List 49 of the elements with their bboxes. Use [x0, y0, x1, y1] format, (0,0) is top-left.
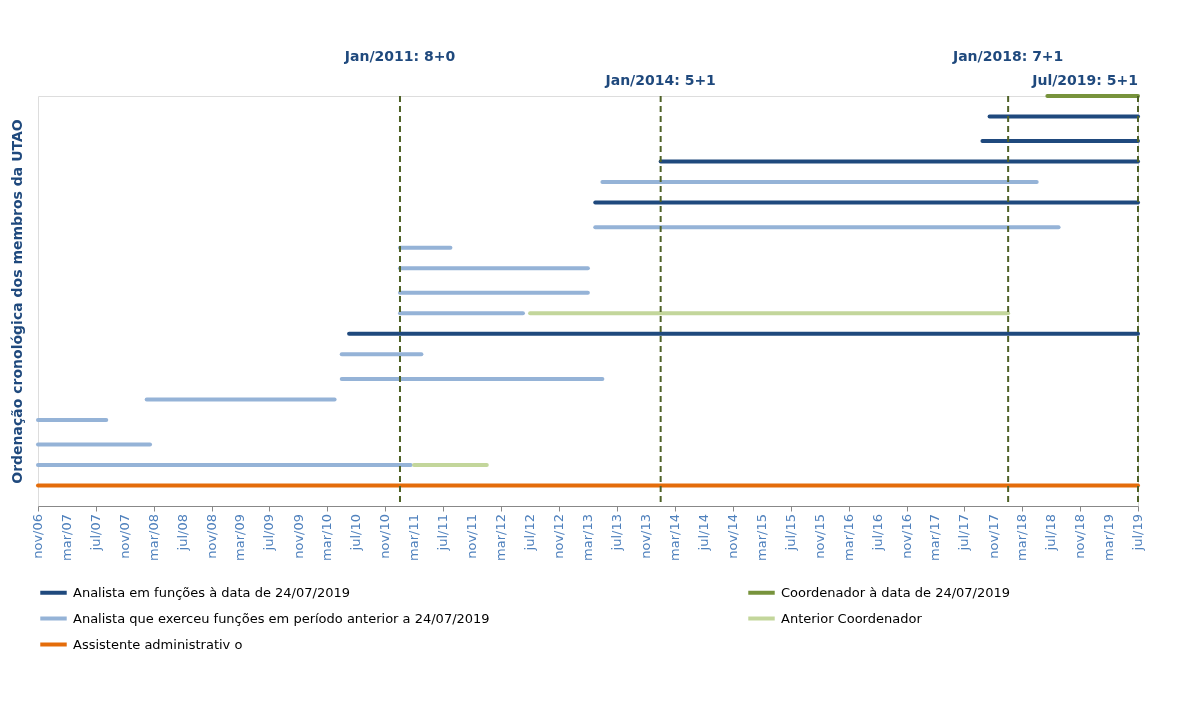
legend-label: Analista em funções à data de 24/07/2019 — [73, 584, 350, 600]
x-tick-label: mar/15 — [753, 514, 769, 561]
x-tick-label: mar/11 — [406, 514, 422, 561]
x-tick-label: nov/06 — [30, 514, 45, 559]
x-tick-label: nov/10 — [377, 514, 393, 559]
x-tick-label: jul/08 — [174, 514, 190, 552]
x-tick-label: mar/16 — [840, 514, 856, 561]
x-tick-label: jul/07 — [87, 514, 103, 552]
x-tick-label: jul/16 — [869, 514, 885, 552]
x-tick-label: jul/12 — [522, 514, 538, 552]
x-tick-label: jul/17 — [956, 514, 972, 552]
x-tick-label: jul/10 — [348, 514, 364, 552]
x-tick-label: jul/18 — [1043, 514, 1059, 552]
ref-line-label: Jan/2011: 8+0 — [343, 48, 456, 64]
x-tick-label: mar/10 — [319, 514, 335, 561]
x-tick-label: jul/14 — [695, 514, 711, 552]
x-tick-label: jul/19 — [1130, 514, 1145, 552]
legend-label: Assistente administrativ o — [73, 636, 243, 652]
x-tick-label: mar/12 — [493, 514, 509, 561]
x-tick-label: mar/17 — [927, 514, 943, 561]
x-tick-label: mar/07 — [58, 514, 74, 561]
legend-label: Anterior Coordenador — [781, 610, 923, 626]
x-tick-label: mar/19 — [1100, 514, 1116, 561]
x-tick-label: nov/08 — [203, 514, 219, 559]
x-tick-label: nov/17 — [985, 514, 1001, 559]
x-tick-label: jul/13 — [608, 514, 624, 552]
legend-label: Analista que exerceu funções em período anterior a 24/07/2019 — [73, 610, 490, 626]
x-tick-label: mar/13 — [579, 514, 595, 561]
x-tick-label: nov/11 — [464, 514, 480, 559]
legend-label: Coordenador à data de 24/07/2019 — [781, 584, 1011, 600]
x-tick-label: mar/08 — [145, 514, 161, 561]
x-tick-label: nov/13 — [638, 514, 654, 559]
x-tick-label: mar/14 — [666, 514, 682, 561]
x-tick-label: nov/15 — [811, 514, 827, 559]
ref-line-label: Jul/2019: 5+1 — [1031, 72, 1138, 88]
x-tick-label: jul/11 — [435, 514, 451, 552]
ref-line-label: Jan/2018: 7+1 — [951, 48, 1064, 64]
ref-line-label: Jan/2014: 5+1 — [604, 72, 716, 88]
x-tick-label: nov/07 — [116, 514, 132, 559]
x-tick-label: nov/09 — [290, 514, 306, 559]
x-tick-label: nov/14 — [724, 514, 740, 559]
x-tick-label: jul/09 — [261, 514, 277, 552]
x-tick-label: nov/18 — [1072, 514, 1088, 559]
x-tick-label: nov/16 — [898, 514, 914, 559]
x-tick-label: nov/12 — [551, 514, 567, 559]
x-tick-label: mar/09 — [232, 514, 248, 561]
x-tick-label: jul/15 — [782, 514, 798, 552]
y-axis-title: Ordenação cronológica dos membros da UTAO — [8, 119, 25, 484]
x-tick-label: mar/18 — [1014, 514, 1030, 561]
